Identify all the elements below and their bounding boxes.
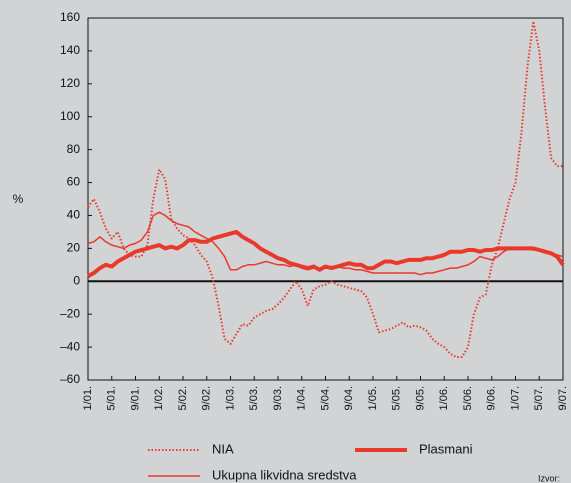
x-tick-label: 5/04. bbox=[319, 386, 331, 410]
plot-frame bbox=[87, 17, 564, 381]
y-tick-label: 160 bbox=[60, 10, 80, 24]
y-tick-label: –60 bbox=[60, 372, 80, 386]
y-axis-label: % bbox=[13, 192, 24, 206]
legend-label: NIA bbox=[212, 441, 234, 456]
x-tick-label: 5/07. bbox=[533, 386, 545, 410]
x-tick-label: 9/05. bbox=[414, 386, 426, 410]
x-tick-label: 9/04. bbox=[343, 386, 355, 410]
x-tick-label: 1/04. bbox=[296, 386, 308, 410]
x-tick-label: 1/06. bbox=[438, 386, 450, 410]
x-tick-label: 5/01. bbox=[106, 386, 118, 410]
legend-label: Plasmani bbox=[419, 441, 473, 456]
y-tick-label: –40 bbox=[60, 339, 80, 353]
x-tick-label: 9/01. bbox=[129, 386, 141, 410]
y-tick-label: 100 bbox=[60, 109, 80, 123]
series-line bbox=[87, 211, 564, 276]
x-tick-label: 5/05. bbox=[391, 386, 403, 410]
series-line bbox=[87, 229, 565, 279]
x-tick-label: 1/05. bbox=[367, 386, 379, 410]
x-tick-label: 9/03. bbox=[272, 386, 284, 410]
x-tick-label: 1/01. bbox=[82, 386, 94, 410]
x-tick-label: 1/07. bbox=[509, 386, 521, 410]
x-tick-label: 5/02. bbox=[177, 386, 189, 410]
x-tick-label: 5/03. bbox=[248, 386, 260, 410]
y-tick-label: 60 bbox=[67, 175, 81, 189]
y-tick-label: 20 bbox=[67, 241, 81, 255]
y-tick-label: –20 bbox=[60, 306, 80, 320]
y-tick-label: 40 bbox=[67, 208, 81, 222]
x-tick-label: 9/06. bbox=[486, 386, 498, 410]
x-tick-label: 5/06. bbox=[462, 386, 474, 410]
series-line bbox=[87, 20, 563, 358]
y-tick-label: 80 bbox=[67, 142, 81, 156]
y-tick-label: 140 bbox=[60, 43, 80, 57]
source: Izvor: bbox=[538, 473, 560, 483]
x-tick-label: 9/07. bbox=[557, 386, 569, 410]
y-tick-label: 120 bbox=[60, 76, 80, 90]
legend-label: Ukupna likvidna sredstva bbox=[212, 467, 357, 482]
x-tick-label: 1/03. bbox=[224, 386, 236, 410]
y-tick-label: 0 bbox=[73, 273, 80, 287]
x-tick-label: 1/02. bbox=[153, 386, 165, 410]
x-tick-label: 9/02. bbox=[201, 386, 213, 410]
